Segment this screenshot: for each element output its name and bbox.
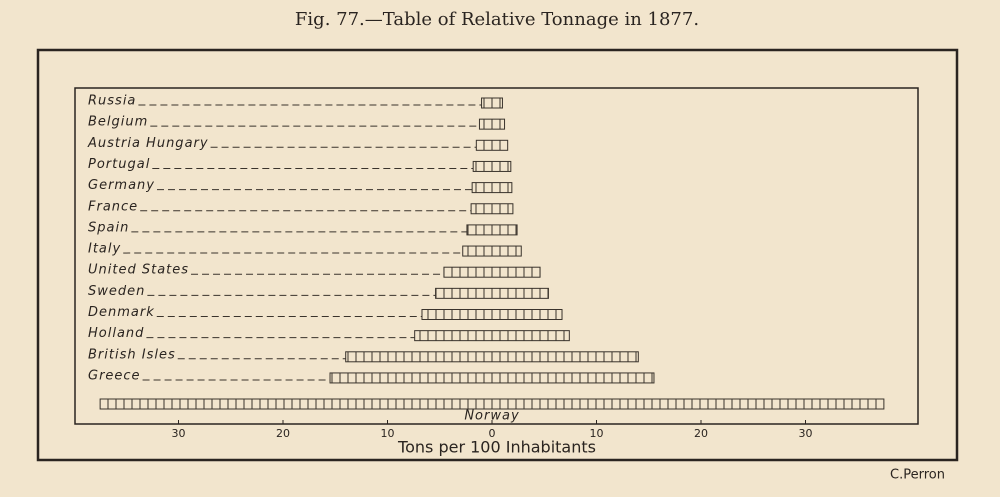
bar: [471, 182, 513, 194]
bar: [475, 139, 509, 151]
bar: [481, 97, 503, 109]
category-label: Holland: [88, 326, 144, 341]
category-label: Russia: [88, 94, 136, 109]
bar: [472, 160, 512, 172]
plot-frame: [74, 87, 919, 425]
category-label: British Isles: [88, 347, 176, 362]
category-label: France: [88, 199, 138, 214]
x-tick-label: 30: [172, 427, 186, 440]
bar: [478, 118, 506, 130]
category-label: Greece: [88, 368, 141, 383]
category-label: United States: [88, 263, 189, 278]
x-tick-label: 20: [276, 427, 290, 440]
bar: [414, 330, 570, 342]
category-label: Belgium: [88, 115, 148, 130]
x-tick-label: 10: [590, 427, 604, 440]
bar: [435, 287, 549, 299]
category-label: Norway: [464, 409, 519, 424]
x-axis-label: Tons per 100 Inhabitants: [397, 438, 596, 457]
x-tick-label: 10: [381, 427, 395, 440]
category-label: Italy: [88, 242, 121, 257]
bar: [443, 266, 541, 278]
outer-frame: [36, 48, 959, 462]
bar: [345, 351, 639, 363]
bar: [99, 398, 885, 410]
category-label: Portugal: [88, 157, 150, 172]
bar: [421, 309, 563, 320]
category-label: Denmark: [88, 305, 155, 320]
x-tick-label: 30: [799, 427, 813, 440]
x-tick-label: 0: [489, 427, 496, 440]
category-label: Spain: [88, 220, 129, 235]
category-label: Germany: [88, 178, 155, 193]
category-label: Austria Hungary: [87, 136, 209, 151]
x-tick-label: 20: [694, 427, 708, 440]
bar: [470, 203, 514, 215]
bar: [329, 372, 655, 384]
signature: C.Perron: [890, 468, 945, 483]
category-label: Sweden: [88, 284, 145, 299]
bar: [466, 224, 518, 236]
bar: [462, 245, 522, 257]
chart-title: Fig. 77.—Table of Relative Tonnage in 18…: [295, 9, 699, 30]
